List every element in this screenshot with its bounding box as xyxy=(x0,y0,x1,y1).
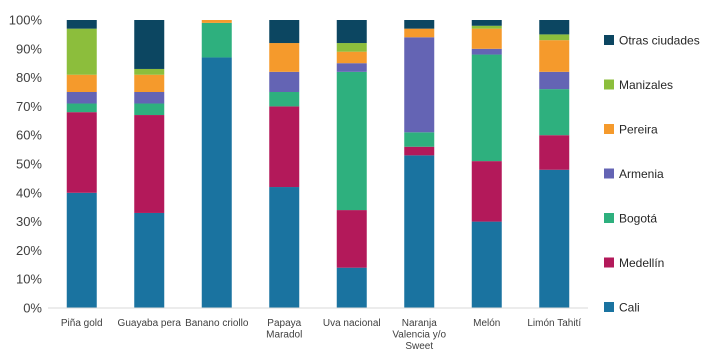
bar-segment-pereira xyxy=(201,20,232,23)
bar-segment-manizales xyxy=(134,68,165,75)
legend: Otras ciudades Manizales Pereira Armenia Bog… xyxy=(604,34,700,315)
x-tick-label: Naranja xyxy=(402,318,437,329)
bar-segment-bogotá xyxy=(269,92,300,107)
bar-segment-armenia xyxy=(336,63,367,72)
bar-segment-manizales xyxy=(66,28,97,75)
bar-segment-medellín xyxy=(269,106,300,188)
y-tick-label: 100% xyxy=(9,13,43,28)
bar-segment-medellín xyxy=(404,146,435,156)
legend-swatch xyxy=(604,257,614,268)
bar-segment-otras-ciudades xyxy=(336,20,367,44)
x-tick-label: Guayaba pera xyxy=(118,318,182,329)
bar-segment-pereira xyxy=(336,51,367,64)
legend-label: Otras ciudades xyxy=(619,34,700,48)
y-axis: 0% 10% 20% 30% 40% 50% 60% 70% 80% 90% 100% xyxy=(9,13,43,316)
y-tick-label: 60% xyxy=(16,128,42,143)
bar-segment-otras-ciudades xyxy=(539,20,570,35)
bar-segment-bogotá xyxy=(201,22,232,58)
bar-segment-otras-ciudades xyxy=(269,20,300,44)
legend-label: Bogotá xyxy=(619,212,657,226)
legend-label: Pereira xyxy=(619,123,658,137)
bar-segment-bogotá xyxy=(66,103,97,113)
bar-segment-otras-ciudades xyxy=(404,20,435,29)
legend-swatch xyxy=(604,302,614,312)
x-tick-label: Banano criollo xyxy=(185,318,249,329)
x-tick-label: Melón xyxy=(473,318,500,329)
bar-segment-otras-ciudades xyxy=(66,20,97,29)
y-tick-label: 0% xyxy=(23,301,42,316)
bar-segment-cali xyxy=(404,155,435,308)
x-tick-label: Piña gold xyxy=(61,318,103,329)
legend-swatch xyxy=(604,124,614,134)
bar-segment-armenia xyxy=(269,71,300,92)
bar-segment-pereira xyxy=(269,43,300,72)
bar-segment-pereira xyxy=(66,74,97,92)
bar-segment-otras-ciudades xyxy=(134,20,165,69)
legend-label: Manizales xyxy=(619,78,673,92)
y-tick-label: 50% xyxy=(16,157,42,172)
bar-segment-medellín xyxy=(471,161,502,222)
y-tick-label: 80% xyxy=(16,70,42,85)
bar-segment-armenia xyxy=(134,92,165,104)
y-tick-label: 30% xyxy=(16,214,42,229)
x-axis: Piña gold Guayaba pera Banano criollo Papay… xyxy=(48,307,588,351)
legend-swatch xyxy=(604,79,614,90)
bar-segment-medellín xyxy=(539,135,570,170)
legend-label: Armenia xyxy=(619,167,664,181)
bar-segment-armenia xyxy=(66,92,97,104)
legend-swatch xyxy=(604,168,614,179)
bar-segment-armenia xyxy=(539,71,570,90)
bar-segment-bogotá xyxy=(539,89,570,136)
x-tick-label: Valencia y/o xyxy=(392,330,446,341)
bar-segment-medellín xyxy=(134,115,165,213)
x-tick-label: Limón Tahití xyxy=(527,318,581,329)
bar-segment-otras-ciudades xyxy=(471,20,502,26)
bar-segment-medellín xyxy=(336,210,367,268)
y-tick-label: 90% xyxy=(16,41,42,56)
bar-segment-bogotá xyxy=(471,54,502,162)
bar-segment-manizales xyxy=(539,34,570,41)
legend-label: Medellín xyxy=(619,256,664,270)
bar-segment-medellín xyxy=(66,112,97,193)
bar-segment-cali xyxy=(269,187,300,308)
bar-segment-cali xyxy=(471,221,502,308)
legend-label: Cali xyxy=(619,301,640,315)
y-tick-label: 40% xyxy=(16,185,42,200)
bar-segment-manizales xyxy=(471,25,502,29)
y-tick-label: 10% xyxy=(16,272,42,287)
bar-segment-pereira xyxy=(134,74,165,92)
bar-segment-armenia xyxy=(471,48,502,55)
bar-segment-cali xyxy=(201,57,232,308)
x-tick-label: Papaya xyxy=(267,318,301,329)
x-tick-label: Sweet xyxy=(405,341,433,351)
bar-segment-pereira xyxy=(471,28,502,49)
bar-segment-armenia xyxy=(404,37,435,133)
bar-segment-bogotá xyxy=(336,71,367,211)
x-tick-label: Uva nacional xyxy=(323,318,381,329)
bar-segment-bogotá xyxy=(134,103,165,116)
y-tick-label: 70% xyxy=(16,99,42,114)
y-tick-label: 20% xyxy=(16,243,42,258)
bars xyxy=(66,20,570,308)
legend-swatch xyxy=(604,213,614,223)
bar-segment-cali xyxy=(66,192,97,308)
bar-segment-cali xyxy=(336,267,367,308)
x-tick-label: Maradol xyxy=(266,330,302,341)
legend-swatch xyxy=(604,35,614,45)
bar-segment-cali xyxy=(539,169,570,308)
bar-segment-pereira xyxy=(404,28,435,38)
bar-segment-manizales xyxy=(336,43,367,52)
bar-segment-pereira xyxy=(539,40,570,72)
bar-segment-bogotá xyxy=(404,132,435,147)
bar-segment-cali xyxy=(134,212,165,308)
